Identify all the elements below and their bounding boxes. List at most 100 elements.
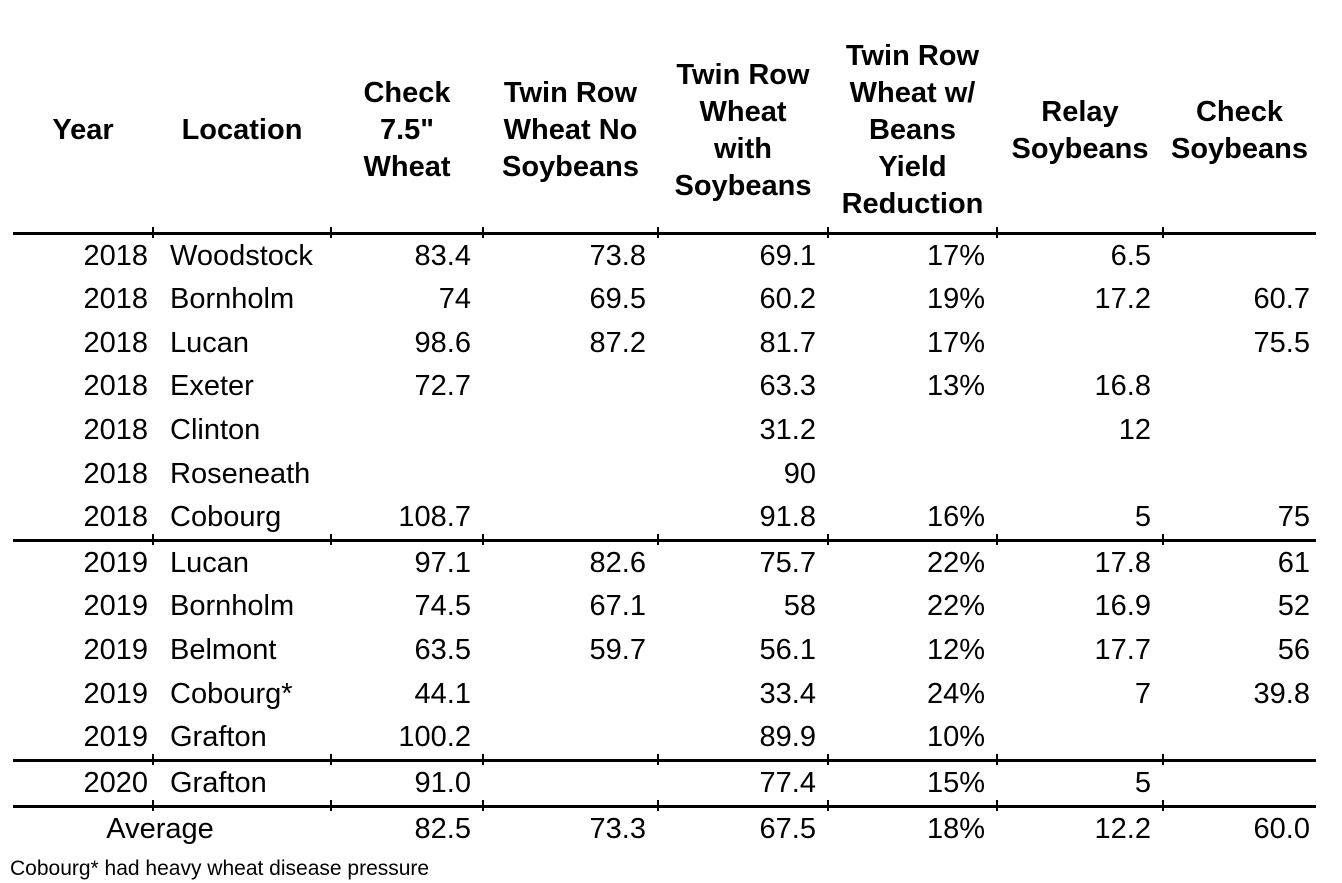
value-cell: 59.7 [589,633,646,666]
value-cell [1163,409,1316,453]
value-cell [997,321,1163,365]
value-cell: 24% [926,677,985,710]
value-cell: 61 [1162,535,1316,585]
table-row: 2018 Cobourg 108.7 91.8 16% 5 75 [13,496,1316,541]
value-cell: 73.8 [482,228,658,278]
table-row: 2018 Clinton 31.2 12 [13,409,1316,453]
value-cell [482,755,658,807]
table-body: 2018 Woodstock 83.4 73.8 69.1 17% 6.5 2018 Bornh… [13,228,1316,851]
year-cell: 2019 [83,633,148,666]
value-cell [1163,716,1316,761]
year-cell: 2018 [83,282,148,315]
location-cell: Grafton [170,721,267,753]
value-cell: 63.3 [759,370,816,403]
value-cell: 17.7 [1094,633,1151,666]
column-header-year: Year [52,114,114,147]
value-cell: 58 [783,590,816,623]
value-cell [997,452,1163,496]
value-cell: 22% [926,590,985,623]
value-cell: 33.4 [759,677,816,710]
table-row: 2019 Grafton 100.2 89.9 10% [13,716,1316,761]
table-row: 2018 Bornholm 74 69.5 60.2 19% 17.2 60.7 [13,278,1316,322]
value-cell: 69.5 [589,282,646,315]
value-cell: 56 [1277,633,1310,666]
average-row: Average 82.5 73.3 67.5 18% 12.2 60.0 [13,801,1316,851]
value-cell [331,409,483,453]
value-cell: 44.1 [414,677,471,710]
location-cell: Woodstock [152,228,331,278]
value-cell: 19% [926,282,985,315]
value-cell [1162,755,1316,807]
value-cell: 60.2 [759,282,816,315]
value-cell: 16.9 [1094,590,1151,623]
value-cell: 81.7 [759,326,816,359]
table-row: 2019 Bornholm 74.5 67.1 58 22% 16.9 52 [13,585,1316,629]
value-cell: 75 [1277,500,1310,533]
value-cell: 13% [926,370,985,403]
value-cell: 91.8 [759,500,816,533]
value-cell: 83.4 [330,228,483,278]
yield-table: Year Location Check 7.5" Wheat Twin Row … [13,30,1316,851]
value-cell [1163,365,1316,409]
value-cell [483,365,658,409]
year-cell: 2019 [83,677,148,710]
value-cell: 12% [926,633,985,666]
value-cell: 97.1 [330,535,483,585]
year-cell: 2018 [83,370,148,403]
location-cell: Grafton [152,755,331,807]
column-header-twin-row-with-soybeans: Twin Row Wheat with Soybeans [674,58,812,202]
year-cell: 2019 [83,590,148,623]
table-row: 2019 Cobourg* 44.1 33.4 24% 7 39.8 [13,672,1316,716]
year-cell: 2018 [83,326,148,359]
value-cell [483,496,658,541]
value-cell [828,452,997,496]
value-cell: 12.2 [996,801,1163,851]
year-cell: 2018 [83,457,148,490]
location-cell: Roseneath [170,457,311,490]
value-cell: 18% [827,801,997,851]
value-cell: 75.7 [657,535,828,585]
header-row: Year Location Check 7.5" Wheat Twin Row … [13,30,1316,233]
location-cell: Bornholm [170,590,295,623]
value-cell: 16% [926,500,985,533]
location-cell: Lucan [152,535,331,585]
value-cell: 72.7 [414,370,471,403]
value-cell: 22% [827,535,997,585]
value-cell [483,672,658,716]
value-cell: 67.1 [589,590,646,623]
value-cell [828,409,997,453]
value-cell: 98.6 [414,326,471,359]
value-cell: 74 [438,282,471,315]
value-cell: 17% [827,228,997,278]
value-cell: 5 [1134,500,1151,533]
value-cell: 60.0 [1162,801,1316,851]
value-cell: 100.2 [398,721,471,753]
value-cell [997,716,1163,761]
value-cell: 17.8 [996,535,1163,585]
year-cell: 2018 [13,231,153,278]
value-cell: 39.8 [1253,677,1310,710]
location-cell: Belmont [170,633,277,666]
value-cell: 74.5 [414,590,471,623]
value-cell: 82.6 [482,535,658,585]
table-row: 2019 Belmont 63.5 59.7 56.1 12% 17.7 56 [13,629,1316,673]
value-cell: 63.5 [414,633,471,666]
column-header-relay-soybeans: Relay Soybeans [1011,95,1149,165]
value-cell [483,452,658,496]
value-cell: 17.2 [1094,282,1151,315]
value-cell: 90 [783,457,816,490]
column-header-twin-row-no-soybeans: Twin Row Wheat No Soybeans [502,77,639,184]
value-cell: 52 [1277,590,1310,623]
year-cell: 2018 [83,413,148,446]
value-cell: 77.4 [657,755,828,807]
value-cell: 87.2 [589,326,646,359]
average-label: Average [13,801,331,851]
value-cell: 91.0 [330,755,483,807]
location-cell: Exeter [170,370,254,403]
value-cell: 6.5 [996,228,1163,278]
table-row: 2020 Grafton 91.0 77.4 15% 5 [13,755,1316,807]
year-cell: 2018 [83,500,148,533]
location-cell: Bornholm [170,282,295,315]
value-cell: 82.5 [330,801,483,851]
